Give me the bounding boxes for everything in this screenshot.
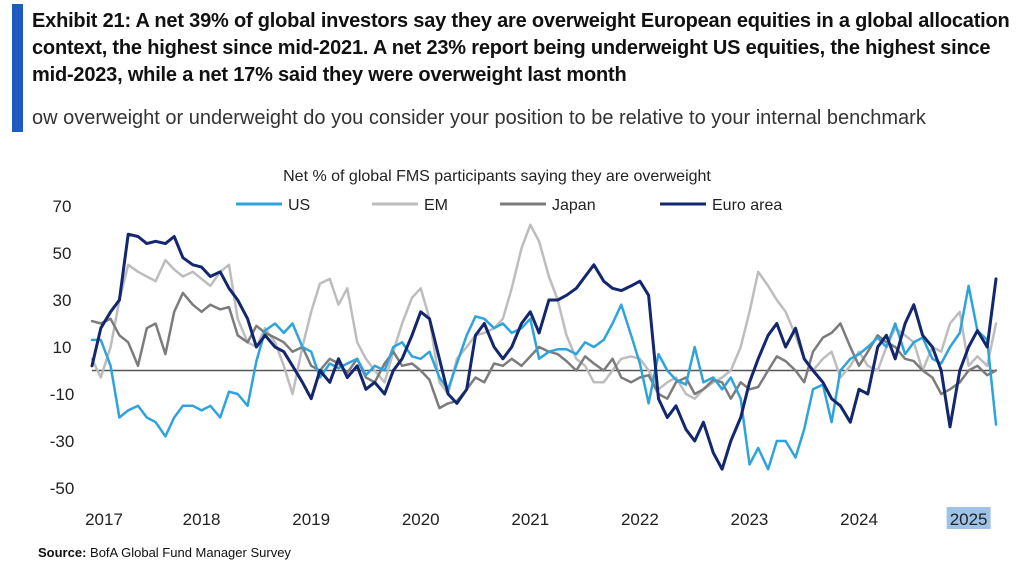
y-tick-label: 50 [53,244,72,263]
accent-bar [12,4,23,132]
x-tick-label: 2023 [731,510,769,529]
x-tick-label: 2025 [950,510,988,529]
y-tick-label: 70 [53,197,72,216]
exhibit-subtitle: ow overweight or underweight do you cons… [32,107,926,129]
x-tick-highlight [946,507,991,529]
line-chart: Net % of global FMS participants saying … [50,168,998,529]
y-tick-label: 30 [53,291,72,310]
legend-label: US [288,197,310,214]
legend: US EM Japan Euro area [236,197,782,214]
legend-label: Euro area [712,197,782,214]
series-line-japan [90,291,998,410]
source-label: Source: [38,545,87,560]
y-tick-label: -30 [50,432,75,451]
legend-label: Japan [552,197,596,214]
x-tick-label: 2018 [183,510,221,529]
x-tick-label: 2017 [85,510,123,529]
legend-label: EM [424,197,448,214]
source-note: Source: BofA Global Fund Manager Survey [38,545,291,560]
series-group [90,223,998,471]
series-line-us [90,284,998,471]
y-tick-label: 10 [53,338,72,357]
x-tick-label: 2020 [402,510,440,529]
y-axis: 70 50 30 10 -10 -30 -50 [50,197,75,498]
exhibit-title: Exhibit 21: A net 39% of global investor… [32,10,1010,86]
x-axis: 2017 2018 2019 2020 2021 2022 2023 2024 2025 [85,507,991,529]
y-tick-label: -50 [50,479,75,498]
x-tick-label: 2019 [292,510,330,529]
chart-title: Net % of global FMS participants saying … [283,168,711,185]
x-tick-label: 2024 [840,510,878,529]
source-text: BofA Global Fund Manager Survey [90,545,291,560]
y-tick-label: -10 [50,385,75,404]
series-line-em [90,223,998,400]
series-line-euro-area [90,232,998,471]
x-tick-label: 2022 [621,510,659,529]
x-tick-label: 2021 [511,510,549,529]
